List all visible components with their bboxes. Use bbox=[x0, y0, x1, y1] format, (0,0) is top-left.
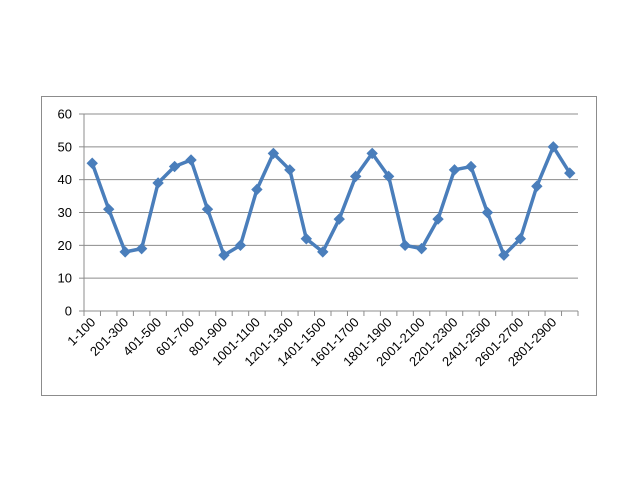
y-tick-label: 60 bbox=[58, 107, 72, 122]
data-point bbox=[218, 249, 230, 261]
x-tick-labels: 1-100201-300401-500601-700801-9001001-11… bbox=[64, 315, 559, 370]
data-point bbox=[531, 180, 543, 192]
data-point bbox=[564, 167, 576, 179]
y-tick-label: 20 bbox=[58, 238, 72, 253]
axes bbox=[79, 113, 579, 316]
data-point bbox=[135, 242, 148, 255]
data-point bbox=[300, 233, 313, 245]
y-tick-label: 30 bbox=[58, 205, 72, 220]
data-point bbox=[349, 170, 362, 183]
data-point bbox=[185, 154, 197, 166]
grid-lines bbox=[84, 113, 578, 279]
data-point bbox=[333, 213, 345, 225]
y-tick-label: 0 bbox=[65, 304, 72, 319]
data-point bbox=[514, 233, 527, 245]
data-point bbox=[415, 242, 428, 255]
y-tick-label: 50 bbox=[58, 139, 72, 154]
data-point bbox=[465, 160, 477, 173]
y-tick-labels: 0 10 20 30 40 50 60 bbox=[58, 107, 72, 319]
data-point bbox=[317, 246, 329, 258]
data-markers bbox=[86, 141, 576, 261]
y-tick-label: 40 bbox=[58, 172, 72, 187]
data-point bbox=[382, 170, 395, 183]
data-point bbox=[498, 249, 510, 261]
data-point bbox=[168, 160, 181, 173]
data-point bbox=[119, 246, 131, 258]
data-point bbox=[448, 164, 461, 176]
data-point bbox=[399, 239, 411, 252]
data-point bbox=[234, 239, 247, 252]
data-point bbox=[432, 213, 444, 225]
chart-frame: 0 10 20 30 40 50 60 1-100 201-300 401-500 601-700… bbox=[41, 96, 597, 396]
data-point bbox=[102, 203, 115, 215]
data-point bbox=[86, 157, 98, 169]
data-point bbox=[201, 203, 214, 215]
data-point bbox=[267, 147, 280, 160]
data-point bbox=[481, 206, 494, 219]
series-line bbox=[90, 145, 572, 257]
y-tick-label: 10 bbox=[58, 271, 72, 286]
data-point bbox=[547, 141, 560, 153]
series-line bbox=[90, 145, 572, 257]
data-point bbox=[366, 147, 378, 160]
data-point bbox=[152, 177, 164, 189]
data-point bbox=[251, 183, 263, 196]
data-point bbox=[284, 164, 296, 176]
line-chart: 0 10 20 30 40 50 60 1-100201-300401-500601-700… bbox=[58, 107, 579, 370]
